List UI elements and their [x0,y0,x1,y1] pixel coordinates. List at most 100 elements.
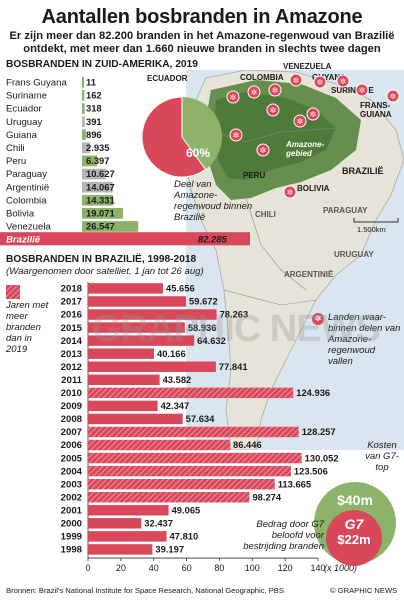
value-label: 14.331 [86,194,115,205]
year-label: 2005 [61,453,83,464]
map-label-frans-guiana: FRANS-GUIANA [360,101,392,119]
x-unit-label: (x 1000) [324,563,357,573]
value-label: 113.665 [278,478,311,489]
value-label: 14.067 [86,181,115,192]
pie-percent-label: 60% [186,146,210,160]
value-label: 59.672 [189,296,218,307]
sources: Bronnen: Brazil's National Institute for… [6,586,284,595]
fire-marker [283,185,297,199]
bar [82,77,85,88]
x-tick-label: 140 [310,563,325,573]
bar [88,465,291,477]
bar [88,544,153,555]
category-label: Venezuela [6,222,51,233]
x-tick-label: 40 [149,563,159,573]
page-title: Aantallen bosbranden in Amazone [41,6,363,28]
value-label: 130.052 [305,452,339,463]
map-label-ecuador: ECUADOR [147,74,188,83]
value-label: 318 [86,103,102,114]
bar [82,129,86,141]
year-label: 2013 [61,349,82,360]
x-tick-label: 120 [278,563,293,573]
value-label: 40.166 [157,348,186,359]
fire-marker [266,103,280,117]
year-label: 2015 [61,323,83,334]
map-label-uruguay: URUGUAY [334,250,374,259]
fire-marker-glyph: ✲ [310,110,317,119]
bar [82,116,85,127]
category-label: Paraguay [6,169,47,180]
map-label-chili: CHILI [255,210,276,219]
map-label-brazilie: BRAZILIË [342,166,384,176]
year-label: 2018 [61,284,83,295]
bar [88,478,275,490]
value-label: 45.656 [166,283,195,294]
category-label: Bolivia [6,209,35,220]
amazon-share-pie: 60% [141,96,222,178]
value-label: 162 [86,90,102,101]
fire-marker [247,85,261,99]
value-label: 19.071 [86,208,115,219]
value-label: 42.347 [161,400,190,411]
value-label: 26.547 [86,221,115,232]
bar [88,518,142,529]
year-label: 1999 [61,532,82,543]
year-label: 2011 [61,375,82,386]
bar [82,142,90,154]
south-america-bar-chart: Frans Guyana 11 Suriname 162 Ecuador 318 Urugu… [0,77,250,246]
bar [88,531,167,542]
fire-marker-glyph: ✲ [297,117,304,126]
year-label: 1998 [61,545,83,556]
pie-caption: Deel van Amazone-regenwoud binnen Brazil… [174,179,253,223]
fire-marker-glyph: ✲ [287,188,294,197]
bar [88,387,294,399]
g7-logo: G7 [344,516,364,532]
bar [88,296,187,307]
year-label: 2009 [61,401,82,412]
fire-marker-glyph: ✲ [270,106,277,115]
row-highlight [0,232,250,246]
map-scale-label: 1.500km [357,225,386,234]
bar [82,155,98,167]
value-label: 128.257 [302,426,336,437]
bar [88,452,302,464]
fire-marker-glyph: ✲ [230,93,237,102]
pie-slice-brazil [141,96,207,178]
value-label: 32.437 [144,518,173,529]
year-label: 2007 [61,427,82,438]
fire-marker-glyph: ✲ [359,86,366,95]
map-label-argentinie: ARGENTINIË [284,270,334,279]
credit: © GRAPHIC NEWS [330,586,398,595]
hatched-legend-swatch [6,285,20,299]
bar [82,221,139,232]
bar [88,374,160,385]
year-label: 2003 [61,479,82,490]
year-label: 2008 [61,414,83,425]
value-label: 10.627 [86,168,115,179]
value-label: 11 [86,77,96,88]
section1-title: BOSBRANDEN IN ZUID-AMERIKA, 2019 [6,59,198,70]
category-label: Guiana [6,130,38,141]
value-label: 896 [86,129,102,140]
value-label: 64.632 [197,335,226,346]
bar [82,181,113,193]
bar [82,208,123,219]
bar [88,492,250,503]
g7-pledge-circle: G7 $22m [326,510,382,566]
map-label-venezuela: VENEZUELA [283,62,332,71]
category-label: Suriname [6,91,47,102]
bar [88,335,195,346]
bar [88,322,185,333]
fire-marker-glyph: ✲ [251,88,258,97]
x-tick-label: 80 [214,563,224,573]
x-tick-label: 60 [182,563,192,573]
map-label-guyana: GUYANA [312,73,346,82]
x-tick-label: 100 [245,563,260,573]
fire-marker [336,74,350,88]
value-label: 39.197 [155,544,184,555]
fire-marker [355,83,369,97]
value-label: 82.285 [198,234,227,245]
hatched-legend-label: Jaren met meer branden dan in 2019 [6,300,49,355]
year-label: 2012 [61,362,82,373]
